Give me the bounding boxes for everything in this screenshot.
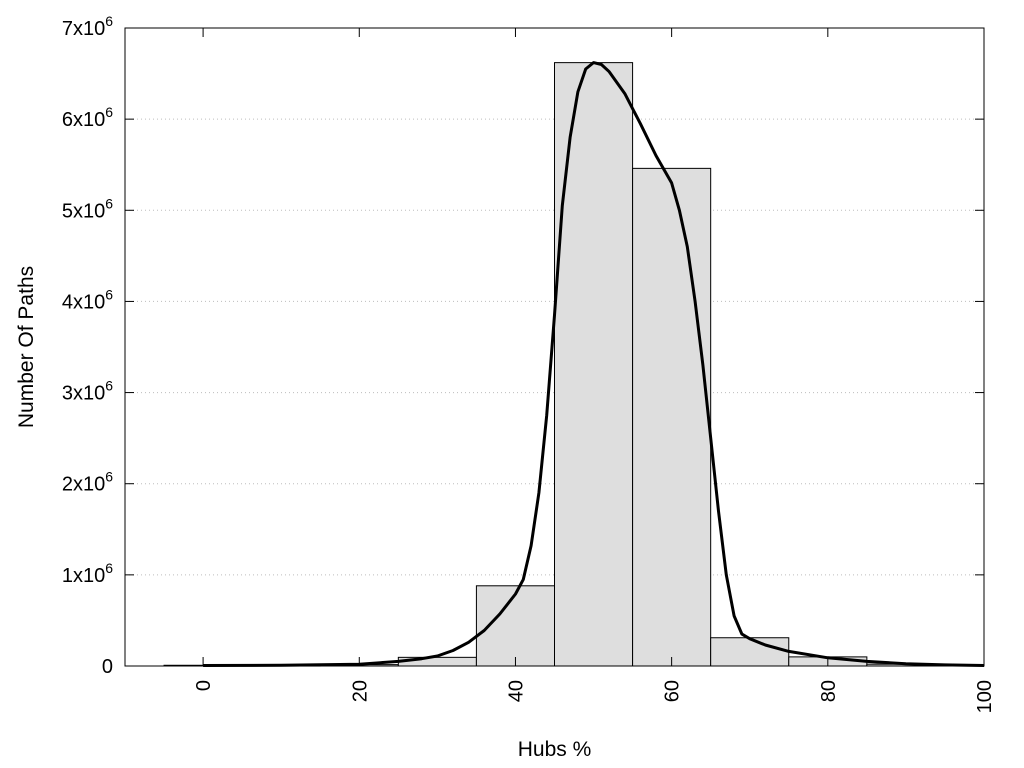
x-tick-labels: 0 20 40 60 80 100	[193, 680, 996, 713]
histogram-bar	[632, 167, 712, 667]
y-tick-label: 6x106	[62, 104, 113, 131]
y-tick-label: 0	[102, 656, 113, 678]
axis-ticks	[125, 27, 985, 667]
x-tick-label: 60	[662, 680, 684, 702]
y-tick-label: 7x106	[62, 13, 113, 40]
x-tick-label: 100	[974, 680, 996, 713]
x-tick-label: 0	[193, 680, 215, 691]
x-tick-label: 40	[505, 680, 527, 702]
y-tick-labels: 0 1x106 2x106 3x106 4x106 5x106 6x106 7x106	[62, 13, 113, 678]
density-curve-line	[203, 61, 985, 667]
histogram-bar	[710, 637, 790, 667]
x-axis-title: Hubs %	[518, 738, 592, 761]
y-tick-label: 4x106	[62, 286, 113, 313]
y-axis-title: Number Of Paths	[15, 266, 38, 428]
plot-frame	[124, 27, 985, 667]
y-tick-label: 1x106	[62, 560, 113, 587]
x-tick-label: 80	[818, 680, 840, 702]
y-tick-label: 5x106	[62, 195, 113, 222]
histogram-bar	[554, 62, 634, 667]
density-curve	[203, 61, 985, 667]
histogram-bars	[163, 62, 946, 667]
x-tick-label: 20	[349, 680, 371, 702]
y-tick-label: 3x106	[62, 378, 113, 405]
y-tick-label: 2x106	[62, 469, 113, 496]
